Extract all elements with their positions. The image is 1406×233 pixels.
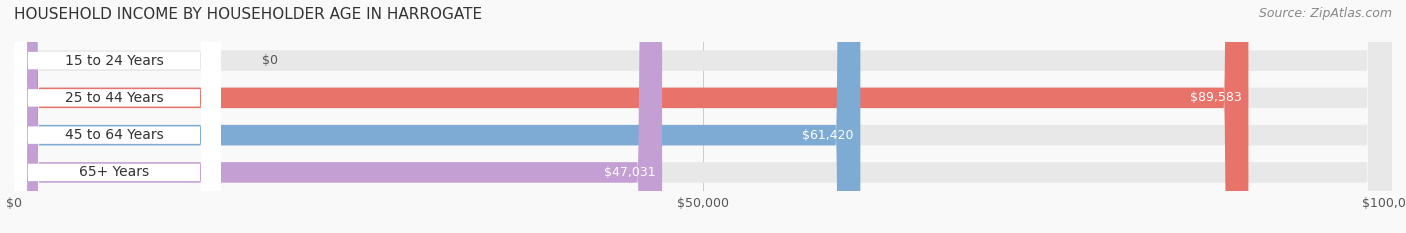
FancyBboxPatch shape: [14, 0, 1249, 233]
Text: 65+ Years: 65+ Years: [79, 165, 149, 179]
Text: 15 to 24 Years: 15 to 24 Years: [65, 54, 163, 68]
FancyBboxPatch shape: [14, 0, 1392, 233]
FancyBboxPatch shape: [14, 0, 662, 233]
Text: $61,420: $61,420: [801, 129, 853, 142]
FancyBboxPatch shape: [7, 0, 221, 233]
FancyBboxPatch shape: [7, 0, 221, 233]
FancyBboxPatch shape: [14, 0, 1392, 233]
Text: HOUSEHOLD INCOME BY HOUSEHOLDER AGE IN HARROGATE: HOUSEHOLD INCOME BY HOUSEHOLDER AGE IN H…: [14, 7, 482, 22]
Text: $47,031: $47,031: [603, 166, 655, 179]
FancyBboxPatch shape: [14, 0, 860, 233]
Text: $0: $0: [262, 54, 278, 67]
Text: 25 to 44 Years: 25 to 44 Years: [65, 91, 163, 105]
Text: 45 to 64 Years: 45 to 64 Years: [65, 128, 163, 142]
FancyBboxPatch shape: [14, 0, 1392, 233]
FancyBboxPatch shape: [14, 0, 1392, 233]
FancyBboxPatch shape: [7, 0, 221, 233]
Text: Source: ZipAtlas.com: Source: ZipAtlas.com: [1258, 7, 1392, 20]
Text: $89,583: $89,583: [1189, 91, 1241, 104]
FancyBboxPatch shape: [7, 0, 221, 233]
